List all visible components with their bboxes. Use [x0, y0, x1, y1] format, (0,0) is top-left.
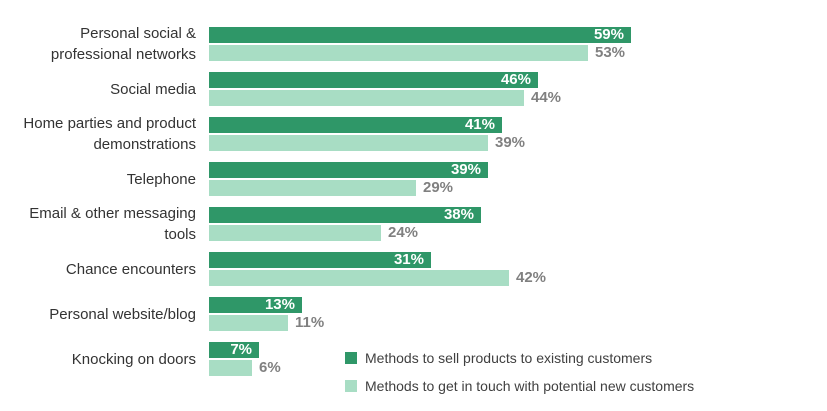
chart-row: Personal social & professional networks 5…: [0, 25, 827, 63]
bar-value-label: 39%: [450, 161, 481, 178]
legend-item-sell-existing: Methods to sell products to existing cus…: [345, 351, 694, 365]
bar-value-label: 6%: [259, 359, 281, 376]
bar-sell-existing: 38%: [209, 207, 481, 223]
bar-value-label: 11%: [295, 314, 325, 331]
bar-sell-existing: 41%: [209, 117, 502, 133]
bar-value-label: 59%: [593, 26, 624, 43]
bar-line: 24%: [209, 225, 827, 241]
bar-line: 59%: [209, 27, 827, 43]
legend-item-new-customers: Methods to get in touch with potential n…: [345, 379, 694, 393]
bar-group: 7% 6%: [209, 342, 827, 376]
chart-row: Chance encounters 31% 42%: [0, 252, 827, 286]
bar-value-label: 29%: [423, 179, 454, 196]
bar-line: 42%: [209, 270, 827, 286]
bar-group: 41% 39%: [209, 117, 827, 151]
bar-line: 31%: [209, 252, 827, 268]
bar-line: 13%: [209, 297, 827, 313]
bar-new-customers: [209, 360, 252, 376]
bar-new-customers: [209, 315, 288, 331]
bar-group: 31% 42%: [209, 252, 827, 286]
bar-new-customers: [209, 180, 416, 196]
category-label: Personal website/blog: [49, 305, 196, 323]
bar-sell-existing: 46%: [209, 72, 538, 88]
bar-group: 13% 11%: [209, 297, 827, 331]
bar-sell-existing: 7%: [209, 342, 259, 358]
bar-value-label: 44%: [531, 89, 562, 106]
bar-line: 7%: [209, 342, 827, 358]
bar-new-customers: [209, 135, 488, 151]
bar-group: 39% 29%: [209, 162, 827, 196]
bar-sell-existing: 31%: [209, 252, 431, 268]
legend-swatch-new-customers-icon: [345, 380, 357, 392]
legend-label-new-customers: Methods to get in touch with potential n…: [365, 378, 695, 394]
bar-line: 44%: [209, 90, 827, 106]
bar-value-label: 24%: [388, 224, 419, 241]
bar-line: 39%: [209, 135, 827, 151]
bar-value-label: 38%: [443, 206, 474, 223]
bar-new-customers: [209, 270, 509, 286]
bar-line: 46%: [209, 72, 827, 88]
bar-group: 38% 24%: [209, 207, 827, 241]
bar-value-label: 13%: [264, 296, 295, 313]
bar-value-label: 46%: [500, 71, 531, 88]
bar-line: 11%: [209, 315, 827, 331]
legend: Methods to sell products to existing cus…: [345, 351, 694, 407]
chart-row: Social media 46% 44%: [0, 72, 827, 106]
bar-line: 6%: [209, 360, 827, 376]
bar-line: 41%: [209, 117, 827, 133]
chart-row: Email & other messaging tools 38% 24%: [0, 205, 827, 243]
bar-group: 46% 44%: [209, 72, 827, 106]
bar-value-label: 53%: [595, 44, 626, 61]
chart-rows: Personal social & professional networks 5…: [0, 25, 827, 376]
chart-row: Knocking on doors 7% 6%: [0, 342, 827, 376]
category-label: Email & other messaging tools: [29, 205, 196, 243]
bar-sell-existing: 39%: [209, 162, 488, 178]
category-label: Home parties and product demonstrations: [23, 115, 196, 153]
chart-row: Home parties and product demonstrations 4…: [0, 115, 827, 153]
legend-swatch-sell-existing-icon: [345, 352, 357, 364]
chart-row: Personal website/blog 13% 11%: [0, 297, 827, 331]
bar-value-label: 39%: [495, 134, 526, 151]
category-label: Knocking on doors: [71, 350, 196, 368]
category-label: Social media: [110, 80, 196, 98]
category-label: Personal social & professional networks: [50, 25, 196, 63]
bar-sell-existing: 59%: [209, 27, 631, 43]
bar-group: 59% 53%: [209, 27, 827, 61]
bar-line: 39%: [209, 162, 827, 178]
chart-row: Telephone 39% 29%: [0, 162, 827, 196]
bar-value-label: 31%: [393, 251, 424, 268]
bar-line: 29%: [209, 180, 827, 196]
category-label: Telephone: [126, 170, 196, 188]
category-label: Chance encounters: [65, 260, 196, 278]
bar-value-label: 41%: [464, 116, 495, 133]
bar-sell-existing: 13%: [209, 297, 302, 313]
bar-new-customers: [209, 225, 381, 241]
bar-value-label: 42%: [516, 269, 547, 286]
legend-label-sell-existing: Methods to sell products to existing cus…: [365, 350, 653, 366]
bar-value-label: 7%: [230, 341, 252, 358]
bar-line: 53%: [209, 45, 827, 61]
bar-new-customers: [209, 90, 524, 106]
bar-line: 38%: [209, 207, 827, 223]
bar-new-customers: [209, 45, 588, 61]
